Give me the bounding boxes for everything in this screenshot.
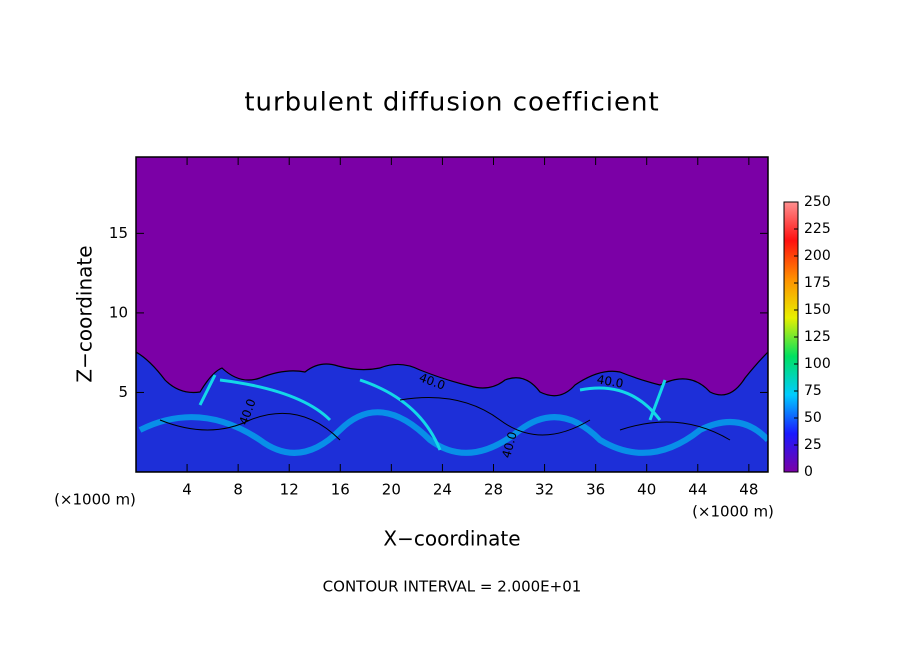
x-tick-label: 24: [433, 481, 452, 499]
colorbar-tick-label: 150: [804, 302, 831, 318]
y-tick-label: 10: [109, 303, 128, 321]
x-tick-label: 36: [586, 481, 605, 499]
x-unit-label: (×1000 m): [54, 491, 136, 509]
colorbar-tick-label: 125: [804, 329, 831, 345]
x-tick-label: 40: [637, 481, 656, 499]
x-tick-label: 16: [331, 481, 350, 499]
field: [136, 351, 768, 472]
y-tick-label: 15: [109, 224, 128, 242]
x-tick-label: 44: [688, 481, 707, 499]
x-tick-label: 32: [535, 481, 554, 499]
colorbar-tick-label: 200: [804, 248, 831, 264]
y-tick-label: 5: [118, 383, 128, 401]
chart-title: turbulent diffusion coefficient: [244, 88, 659, 118]
colorbar-tick-label: 100: [804, 356, 831, 372]
x-unit-label: (×1000 m): [692, 503, 774, 521]
x-tick-label: 20: [382, 481, 401, 499]
x-axis-label: X−coordinate: [383, 527, 520, 551]
x-tick-label: 28: [484, 481, 503, 499]
colorbar-tick-label: 50: [804, 410, 822, 426]
contour-label: 40.0: [499, 430, 519, 459]
plot-frame: [135, 156, 769, 473]
colorbar-tick-label: 250: [804, 194, 831, 210]
colorbar-tick-label: 0: [804, 464, 813, 480]
colorbar-tick-label: 225: [804, 221, 831, 237]
x-tick-label: 4: [182, 481, 192, 499]
x-tick-label: 8: [233, 481, 243, 499]
colorbar-tick-label: 175: [804, 275, 831, 291]
annotation: CONTOUR INTERVAL = 2.000E+01: [323, 578, 582, 596]
colorbar-tick-label: 75: [804, 383, 822, 399]
colorbar-tick-label: 25: [804, 437, 822, 453]
x-tick-label: 48: [739, 481, 758, 499]
y-axis-label: Z−coordinate: [73, 245, 97, 382]
x-tick-label: 12: [280, 481, 299, 499]
contour-label: 40.0: [596, 372, 625, 390]
